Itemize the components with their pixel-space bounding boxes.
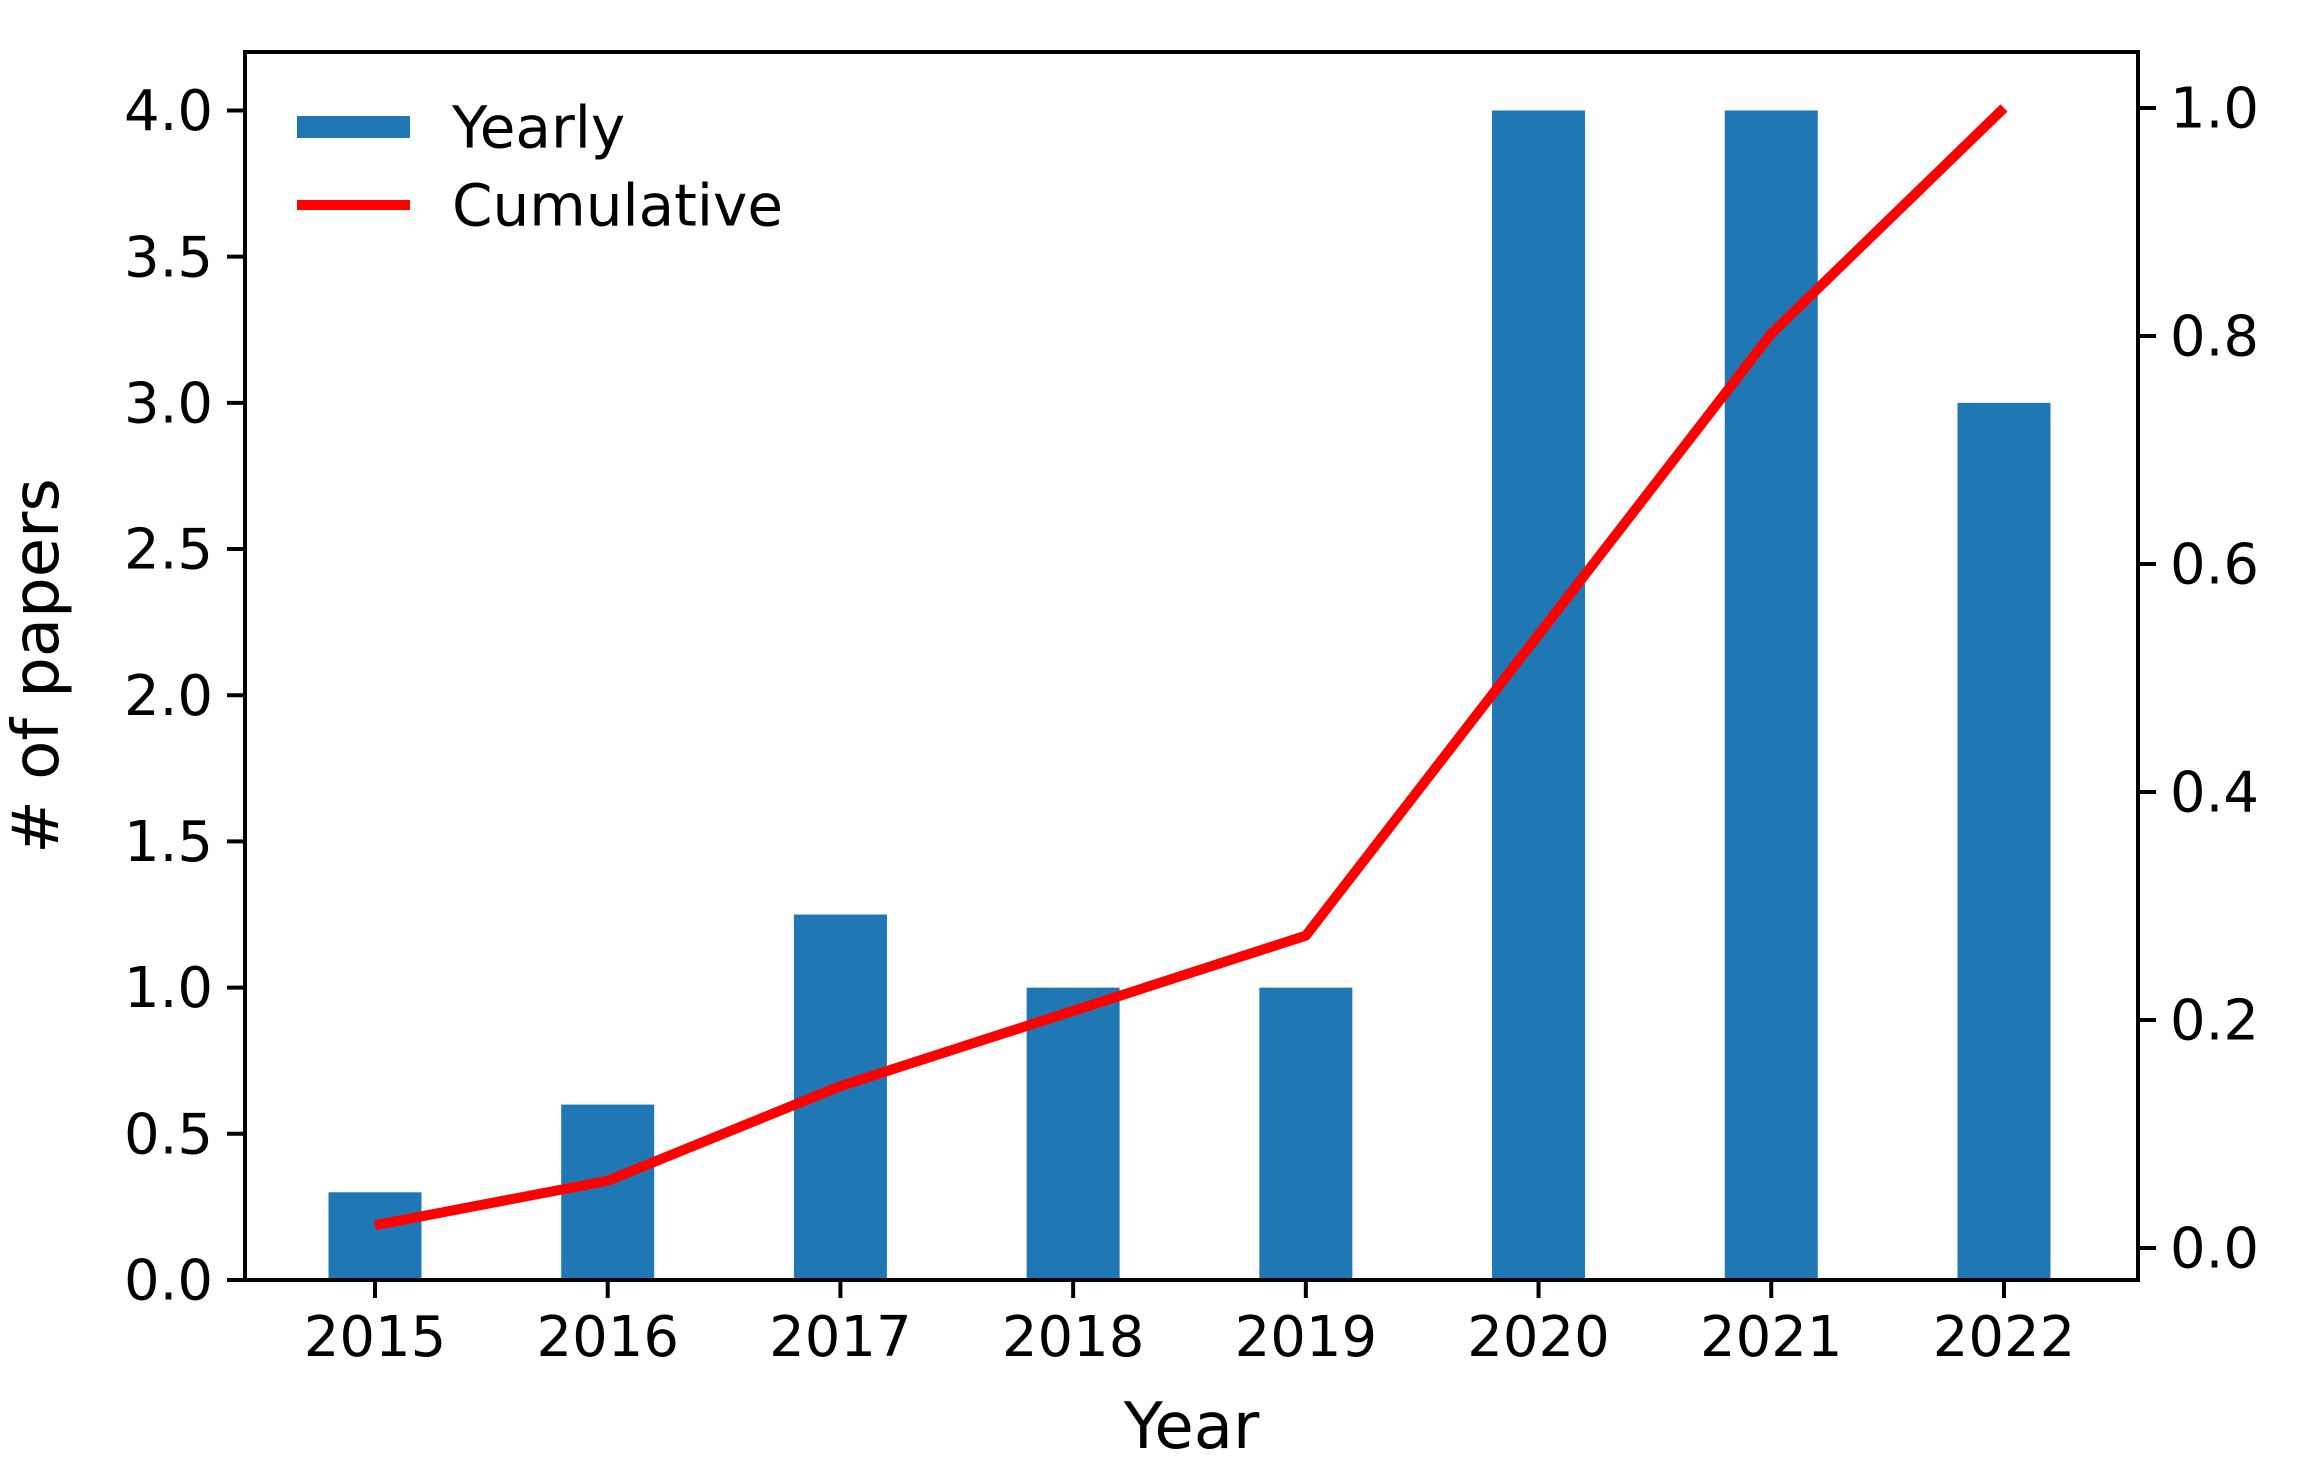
left-tick-label: 1.5 xyxy=(124,810,213,875)
left-tick-label: 0.5 xyxy=(124,1102,213,1167)
right-tick-label: 0.8 xyxy=(2170,305,2259,370)
left-tick-label: 1.0 xyxy=(124,956,213,1021)
right-tick-label: 0.0 xyxy=(2170,1217,2259,1282)
bar-2019 xyxy=(1259,987,1353,1280)
bar-2018 xyxy=(1026,987,1120,1280)
left-tick-label: 3.5 xyxy=(124,225,213,290)
legend-label-yearly: Yearly xyxy=(451,93,625,161)
right-tick-label: 0.6 xyxy=(2170,533,2259,598)
left-tick-label: 2.5 xyxy=(124,518,213,583)
left-tick-label: 4.0 xyxy=(124,79,213,144)
y-axis-label: # of papers xyxy=(0,478,74,854)
plot-frame xyxy=(243,50,2140,1282)
x-tick-label-2016: 2016 xyxy=(536,1305,679,1370)
x-tick-label-2015: 2015 xyxy=(304,1305,447,1370)
legend-bar-swatch xyxy=(297,116,410,138)
bar-2015 xyxy=(328,1192,422,1280)
bar-2022 xyxy=(1957,402,2051,1280)
right-tick-label: 0.4 xyxy=(2170,761,2259,826)
right-tick-label: 1.0 xyxy=(2170,77,2259,142)
bar-2016 xyxy=(561,1104,655,1280)
bar-2020 xyxy=(1492,110,1586,1280)
bar-2021 xyxy=(1724,110,1818,1280)
left-tick-label: 3.0 xyxy=(124,371,213,436)
x-tick-label-2020: 2020 xyxy=(1467,1305,1610,1370)
x-axis-label: Year xyxy=(1123,1390,1260,1464)
x-tick-label-2022: 2022 xyxy=(1933,1305,2076,1370)
x-tick-label-2019: 2019 xyxy=(1235,1305,1378,1370)
left-tick-label: 2.0 xyxy=(124,664,213,729)
cumulative-line xyxy=(374,104,2008,1231)
left-tick-label: 0.0 xyxy=(124,1249,213,1314)
legend-label-cumulative: Cumulative xyxy=(452,171,783,239)
x-tick-label-2018: 2018 xyxy=(1002,1305,1145,1370)
x-tick-label-2017: 2017 xyxy=(769,1305,912,1370)
x-tick-label-2021: 2021 xyxy=(1700,1305,1843,1370)
right-tick-label: 0.2 xyxy=(2170,989,2259,1054)
